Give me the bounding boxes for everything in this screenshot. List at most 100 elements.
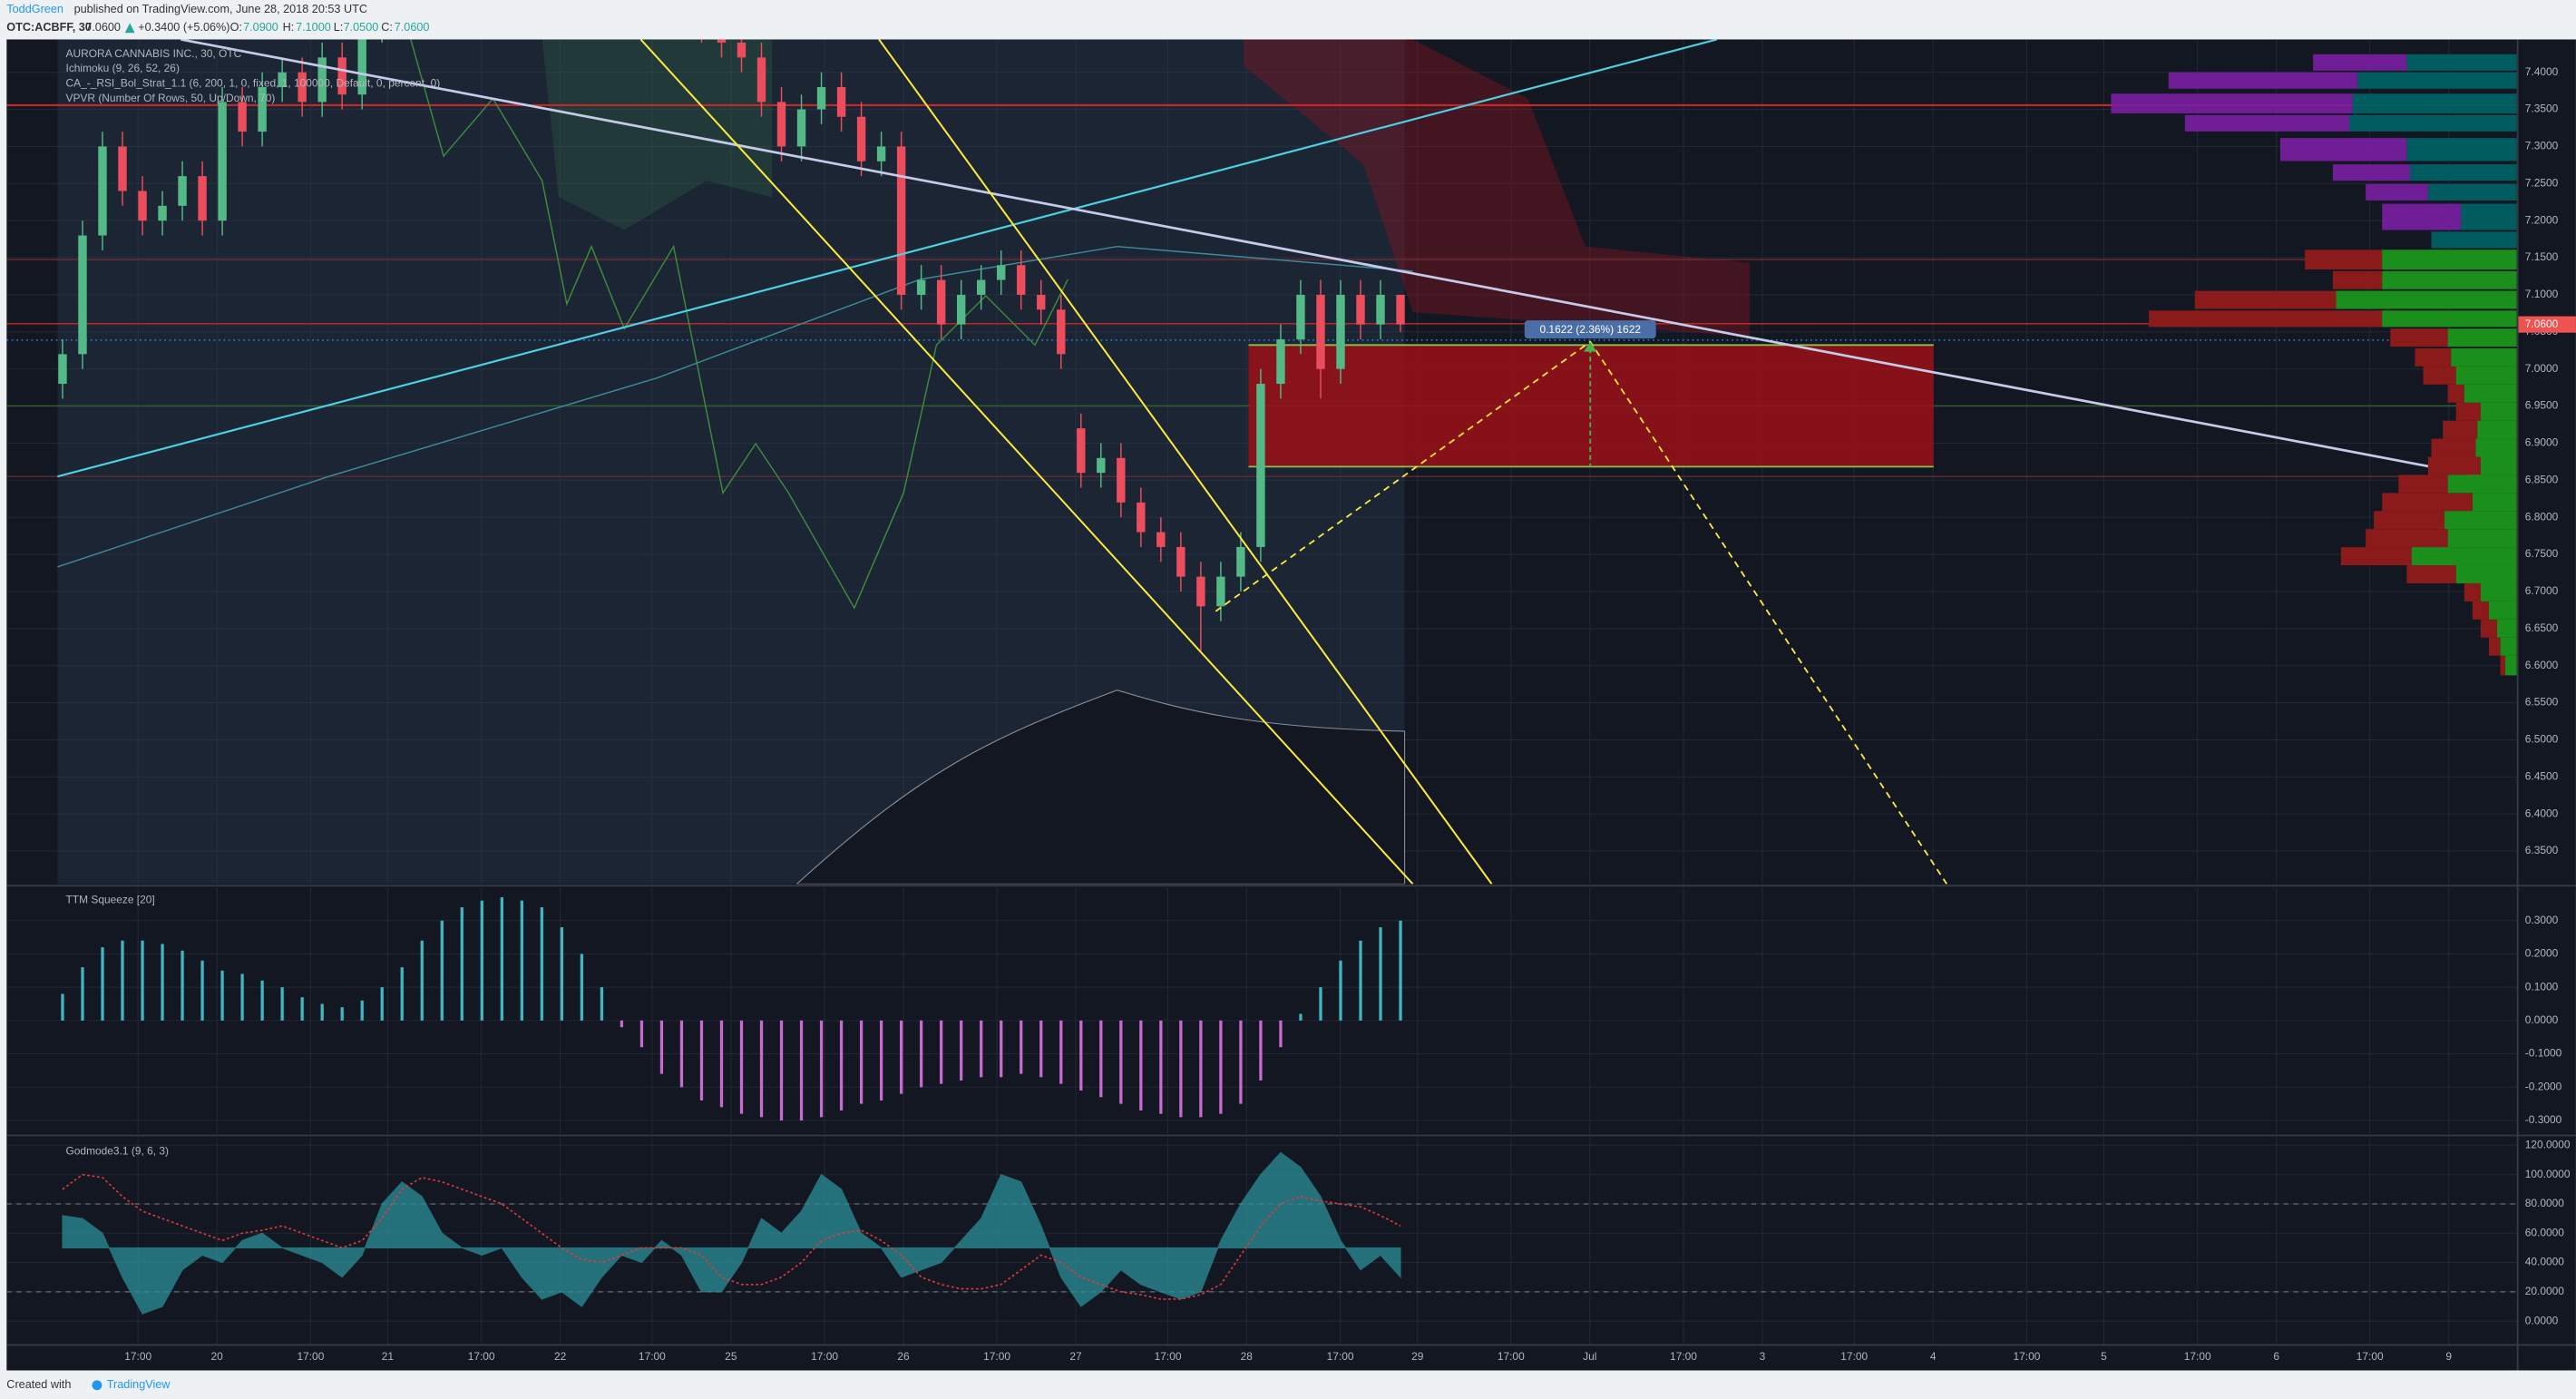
histogram-bar: [1139, 1020, 1143, 1110]
vp-bar: [2332, 270, 2383, 289]
vp-bar: [2464, 582, 2481, 602]
histogram-bar: [61, 993, 64, 1021]
candle-body: [1216, 576, 1225, 607]
vp-up: [2336, 249, 2517, 676]
vp-bar: [2480, 582, 2517, 602]
vp-bar: [2496, 619, 2517, 638]
histogram-bar: [940, 1020, 943, 1084]
vp-bar: [2475, 438, 2517, 457]
vp-bar: [2447, 474, 2517, 494]
vp-bar: [2382, 493, 2473, 512]
vp-bar: [2357, 72, 2517, 89]
y-tick-label: 6.7000: [2525, 584, 2559, 597]
histogram-bar: [1319, 987, 1322, 1021]
histogram-bar: [739, 1020, 744, 1114]
histogram-bar: [380, 987, 384, 1021]
histogram-bar: [1179, 1020, 1183, 1118]
change: +0.3400 (+5.06%): [138, 21, 229, 34]
channel-line: [639, 39, 1414, 885]
last-price-label: 7.0600: [2525, 318, 2559, 330]
x-tick-label: 22: [554, 1350, 567, 1363]
histogram-bar: [819, 1020, 824, 1118]
y-tick-label: 60.0000: [2525, 1226, 2565, 1238]
histogram-bar: [1339, 960, 1342, 1021]
vp-bar: [2423, 366, 2456, 385]
x-tick-label: 17:00: [983, 1350, 1010, 1363]
candle-body: [936, 279, 946, 325]
histogram-bar: [240, 973, 244, 1021]
measure-label: 0.1622 (2.36%) 1622: [1539, 323, 1641, 336]
candle-body: [1396, 294, 1405, 325]
histogram-bar: [260, 980, 264, 1021]
y-tick-label: 0.1000: [2525, 980, 2559, 993]
candle-body: [1356, 294, 1365, 325]
measure-arrow: [1584, 341, 1597, 352]
histogram-bar: [560, 927, 563, 1021]
vp-bar: [2411, 547, 2517, 566]
x-tick-label: 17:00: [2014, 1350, 2041, 1363]
vp-bar: [2505, 655, 2517, 676]
vp-bar: [2279, 138, 2407, 161]
x-tick-label: 27: [1069, 1350, 1082, 1363]
candle-body: [1037, 294, 1046, 310]
x-tick-label: 9: [2445, 1350, 2452, 1363]
ohlc-value: 7.1000: [296, 21, 331, 34]
y-tick-label: 40.0000: [2525, 1256, 2565, 1268]
x-tick-label: 17:00: [1155, 1350, 1182, 1363]
vp-bar: [2382, 270, 2517, 289]
x-tick-label: 3: [1760, 1350, 1766, 1363]
last-price-badge: [2518, 316, 2576, 333]
vp-bar: [2374, 511, 2445, 530]
price: 7.0600: [85, 21, 121, 34]
x-tick-label: 28: [1241, 1350, 1254, 1363]
vp-bar: [2447, 529, 2517, 548]
candle-body: [98, 146, 107, 236]
histogram-bar: [300, 997, 304, 1021]
x-tick-label: 25: [725, 1350, 737, 1363]
histogram-bar: [1099, 1020, 1103, 1098]
candle-body: [1057, 309, 1066, 355]
x-tick-label: 17:00: [124, 1350, 151, 1363]
chart-title: AURORA CANNABIS INC., 30, OTC: [66, 47, 242, 60]
histogram-bar: [181, 950, 184, 1021]
histogram-bar: [900, 1020, 903, 1094]
x-tick-label: 17:00: [639, 1350, 666, 1363]
band-lower: [795, 690, 1406, 885]
candle-body: [916, 279, 926, 295]
x-tick-label: 17:00: [811, 1350, 838, 1363]
histogram-bar: [980, 1020, 983, 1078]
lagging-line: [410, 39, 1068, 610]
vp-bar: [2480, 456, 2517, 475]
y-tick-label: 7.1000: [2525, 288, 2559, 300]
y-tick-label: 7.3000: [2525, 140, 2559, 152]
vp-bar: [2455, 565, 2517, 583]
vp-bar: [2184, 114, 2349, 132]
ohlc-value: 7.0500: [344, 21, 379, 34]
histogram-bar: [460, 907, 463, 1021]
candle-body: [737, 42, 746, 58]
histogram-bar: [600, 987, 604, 1021]
vp-bar: [2415, 347, 2452, 367]
histogram-bar: [1020, 1020, 1023, 1074]
y-tick-label: 7.3500: [2525, 103, 2559, 115]
histogram-bar: [779, 1020, 784, 1120]
candle-body: [876, 146, 886, 161]
x-tick-label: 6: [2273, 1350, 2279, 1363]
x-tick-label: 17:00: [2356, 1350, 2384, 1363]
y-tick-label: 20.0000: [2525, 1285, 2565, 1297]
y-tick-label: 6.9500: [2525, 399, 2559, 412]
candle-body: [956, 294, 966, 325]
histogram-bar: [1079, 1020, 1083, 1091]
candle-body: [1376, 294, 1385, 325]
y-tick-label: 0.3000: [2525, 914, 2559, 926]
y-tick-label: 6.8000: [2525, 510, 2559, 523]
vp-bar: [2472, 493, 2517, 512]
x-tick-label: Jul: [1583, 1350, 1596, 1363]
vp-bar: [2398, 474, 2448, 494]
candle-body: [776, 102, 786, 147]
candle-body: [158, 205, 167, 221]
up-arrow: [124, 23, 135, 34]
candle-body: [756, 57, 766, 103]
candle-body: [1196, 576, 1205, 607]
